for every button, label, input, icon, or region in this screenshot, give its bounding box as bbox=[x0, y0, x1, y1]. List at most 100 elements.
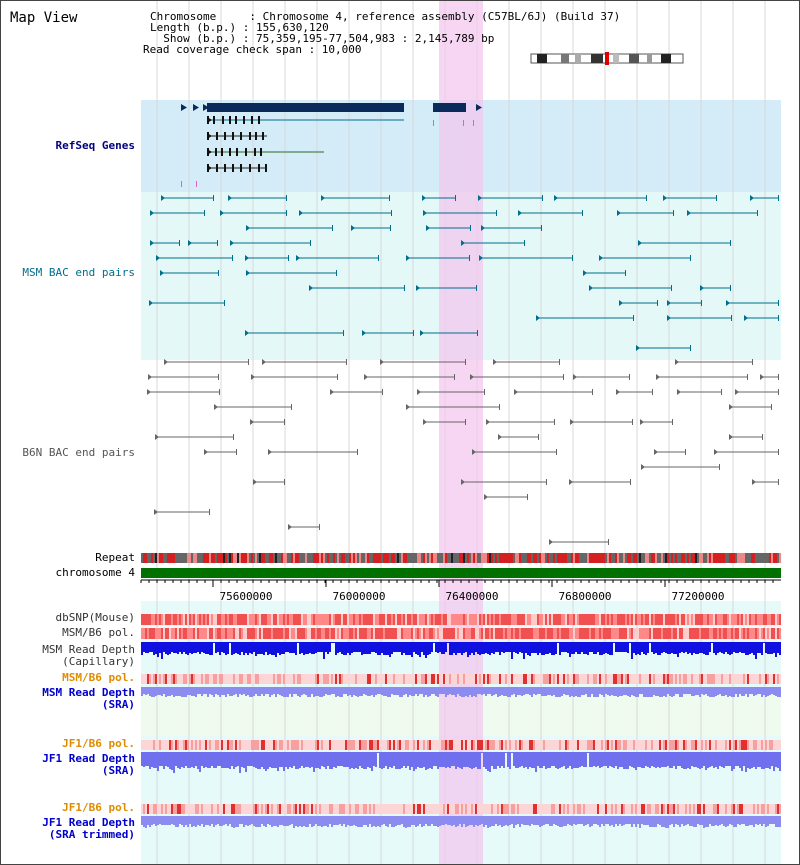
heat-cell bbox=[645, 628, 647, 639]
bac-end bbox=[729, 404, 733, 410]
heat-cell bbox=[335, 674, 337, 684]
b6n-bac-end-pairs-track[interactable] bbox=[147, 359, 779, 545]
depth-bar bbox=[261, 816, 263, 824]
depth-bar bbox=[459, 816, 461, 824]
depth-bar bbox=[425, 687, 427, 695]
heat-cell bbox=[495, 628, 497, 639]
selected-region-highlight[interactable] bbox=[439, 1, 483, 865]
chromosome-bar[interactable] bbox=[141, 568, 781, 578]
heat-cell bbox=[311, 674, 313, 684]
depth-bar bbox=[403, 642, 405, 653]
repeat-track[interactable] bbox=[141, 553, 781, 563]
depth-bar bbox=[463, 816, 465, 824]
heat-cell bbox=[665, 614, 667, 625]
gene-arrow bbox=[203, 104, 209, 111]
depth-bar bbox=[185, 687, 187, 697]
heat-cell bbox=[301, 804, 303, 814]
depth-bar bbox=[203, 816, 205, 827]
heat-cell bbox=[621, 674, 623, 684]
gene-exon bbox=[236, 148, 238, 156]
depth-bar bbox=[495, 642, 497, 652]
ideogram-band bbox=[591, 54, 603, 63]
depth-bar bbox=[145, 687, 147, 695]
heat-cell bbox=[177, 628, 179, 639]
heat-cell bbox=[501, 740, 503, 750]
refseq-genes-track[interactable] bbox=[181, 103, 482, 187]
depth-bar bbox=[287, 752, 289, 769]
heat-cell bbox=[643, 804, 645, 814]
depth-bar bbox=[465, 687, 467, 696]
heat-cell bbox=[719, 740, 721, 750]
gene-exon bbox=[258, 116, 260, 124]
depth-bar bbox=[395, 642, 397, 652]
depth-bar bbox=[335, 687, 337, 697]
heat-cell bbox=[767, 614, 769, 625]
heat-cell bbox=[491, 628, 493, 639]
heat-cell bbox=[321, 674, 323, 684]
heat-cell bbox=[531, 740, 533, 750]
depth-bar bbox=[213, 687, 215, 697]
heat-cell bbox=[221, 740, 223, 750]
depth-bar bbox=[163, 687, 165, 694]
depth-bar bbox=[655, 816, 657, 827]
heat-cell bbox=[233, 674, 235, 684]
heat-cell bbox=[373, 628, 375, 639]
polymorphism-heat-tracks[interactable] bbox=[141, 614, 781, 814]
heat-cell bbox=[627, 674, 629, 684]
bac-end bbox=[677, 389, 681, 395]
heat-cell bbox=[385, 804, 387, 814]
heat-cell bbox=[625, 674, 627, 684]
heat-cell bbox=[563, 674, 565, 684]
depth-bar bbox=[183, 687, 185, 697]
heat-cell bbox=[507, 740, 509, 750]
heat-cell bbox=[541, 804, 543, 814]
heat-cell bbox=[323, 740, 325, 750]
chromosome-ideogram[interactable] bbox=[530, 52, 684, 65]
bac-end bbox=[573, 374, 577, 380]
depth-bar bbox=[203, 752, 205, 768]
depth-bar bbox=[159, 752, 161, 766]
heat-cell bbox=[731, 628, 733, 639]
depth-bar bbox=[293, 687, 295, 694]
depth-bar bbox=[195, 816, 197, 827]
depth-bar bbox=[307, 687, 309, 697]
read-depth-tracks[interactable] bbox=[141, 642, 781, 828]
bac-end bbox=[726, 300, 730, 306]
heat-cell bbox=[277, 628, 279, 639]
track-label-dbsnp: dbSNP(Mouse) bbox=[55, 611, 135, 624]
depth-bar bbox=[623, 642, 625, 652]
depth-bar bbox=[205, 642, 207, 654]
depth-bar bbox=[563, 752, 565, 766]
depth-bar bbox=[565, 816, 567, 826]
depth-bar bbox=[643, 816, 645, 825]
heat-cell bbox=[779, 628, 781, 639]
depth-bar bbox=[169, 687, 171, 696]
heat-cell bbox=[187, 614, 189, 625]
depth-bar bbox=[265, 687, 267, 694]
heat-cell bbox=[649, 740, 651, 750]
depth-bar bbox=[649, 752, 651, 768]
bac-end bbox=[224, 300, 225, 306]
heat-cell bbox=[185, 740, 187, 750]
repeat-element bbox=[207, 553, 209, 563]
heat-cell bbox=[307, 674, 309, 684]
heat-cell bbox=[267, 628, 269, 639]
heat-cell bbox=[155, 804, 157, 814]
heat-cell bbox=[589, 628, 591, 639]
heat-cell bbox=[281, 674, 283, 684]
bac-end bbox=[461, 240, 465, 246]
heat-cell bbox=[335, 628, 337, 639]
depth-bar bbox=[475, 687, 477, 697]
heat-cell bbox=[727, 674, 729, 684]
heat-cell bbox=[195, 674, 197, 684]
heat-cell bbox=[169, 740, 171, 750]
depth-bar bbox=[541, 687, 543, 696]
heat-cell bbox=[315, 628, 317, 639]
msm-bac-end-pairs-track[interactable] bbox=[149, 195, 779, 351]
repeat-element bbox=[415, 553, 417, 563]
depth-bar bbox=[145, 816, 147, 828]
depth-bar bbox=[313, 816, 315, 826]
depth-bar bbox=[683, 816, 685, 826]
heat-cell bbox=[559, 614, 561, 625]
